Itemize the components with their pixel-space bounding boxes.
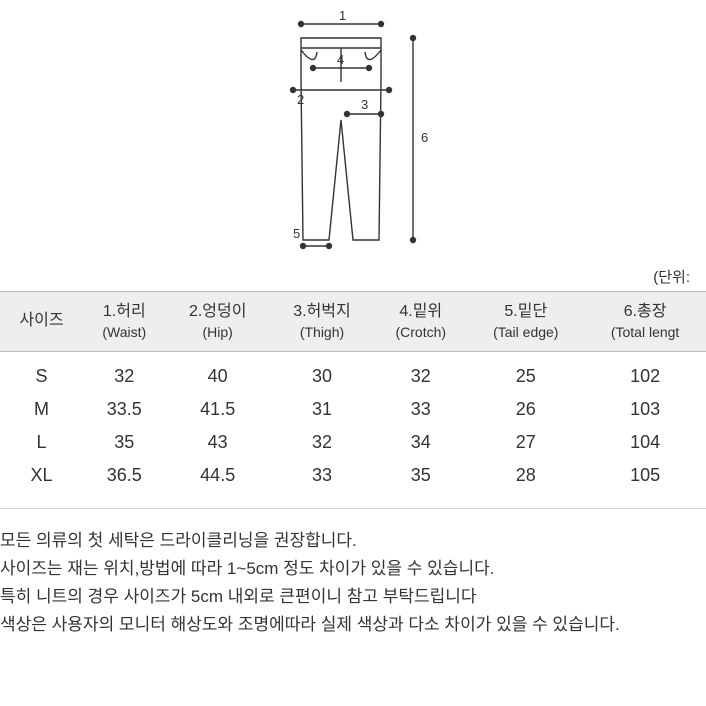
size-table: 사이즈 1.허리(Waist) 2.엉덩이(Hip) 3.허벅지(Thigh) … <box>0 291 706 500</box>
note-line: 색상은 사용자의 모니터 해상도와 조명에따라 실제 색상과 다소 차이가 있을… <box>0 611 706 639</box>
col-tailedge: 5.밑단(Tail edge) <box>467 292 584 352</box>
diagram-label-1: 1 <box>339 10 346 23</box>
divider <box>0 508 706 509</box>
col-hip: 2.엉덩이(Hip) <box>166 292 270 352</box>
diagram-label-4: 4 <box>337 52 344 67</box>
note-line: 사이즈는 재는 위치,방법에 따라 1~5cm 정도 차이가 있을 수 있습니다… <box>0 555 706 583</box>
diagram-label-2: 2 <box>297 92 304 107</box>
diagram-label-3: 3 <box>361 97 368 112</box>
table-row: S 32 40 30 32 25 102 <box>0 351 706 393</box>
pants-diagram-area: 1 2 3 4 5 6 <box>0 0 706 260</box>
col-crotch: 4.밑위(Crotch) <box>374 292 467 352</box>
col-thigh: 3.허벅지(Thigh) <box>270 292 374 352</box>
table-row: L 35 43 32 34 27 104 <box>0 426 706 459</box>
table-row: M 33.5 41.5 31 33 26 103 <box>0 393 706 426</box>
care-notes: 모든 의류의 첫 세탁은 드라이클리닝을 권장합니다. 사이즈는 재는 위치,방… <box>0 527 706 639</box>
diagram-label-5: 5 <box>293 226 300 241</box>
note-line: 모든 의류의 첫 세탁은 드라이클리닝을 권장합니다. <box>0 527 706 555</box>
table-row: XL 36.5 44.5 33 35 28 105 <box>0 459 706 500</box>
col-totallength: 6.총장(Total lengt <box>584 292 706 352</box>
unit-label: (단위: <box>0 266 706 287</box>
diagram-label-6: 6 <box>421 130 428 145</box>
note-line: 특히 니트의 경우 사이즈가 5cm 내외로 큰편이니 참고 부탁드립니다 <box>0 583 706 611</box>
col-size: 사이즈 <box>0 292 83 352</box>
pants-diagram-icon: 1 2 3 4 5 6 <box>243 10 463 260</box>
table-header-row: 사이즈 1.허리(Waist) 2.엉덩이(Hip) 3.허벅지(Thigh) … <box>0 292 706 352</box>
col-waist: 1.허리(Waist) <box>83 292 165 352</box>
